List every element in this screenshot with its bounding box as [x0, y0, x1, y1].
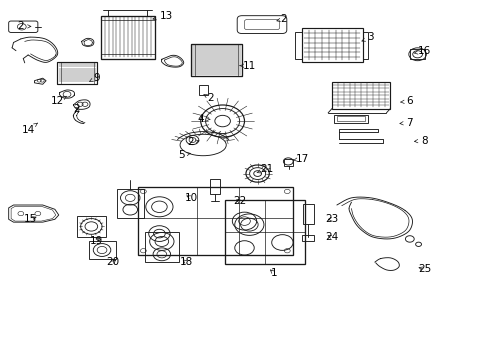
- Bar: [284, 158, 292, 166]
- Bar: [137, 187, 292, 255]
- Bar: [409, 49, 425, 59]
- Text: 21: 21: [256, 164, 272, 174]
- Bar: [294, 32, 301, 59]
- Text: 2: 2: [73, 104, 80, 113]
- Text: 12: 12: [51, 96, 66, 107]
- Text: 11: 11: [240, 61, 255, 71]
- Text: 19: 19: [89, 236, 102, 246]
- Bar: [199, 85, 207, 95]
- Bar: [117, 189, 143, 217]
- Text: 1: 1: [270, 268, 276, 278]
- Text: 15: 15: [24, 214, 37, 224]
- Text: 14: 14: [21, 123, 38, 135]
- Bar: [210, 179, 220, 194]
- Bar: [334, 115, 367, 123]
- Text: 2: 2: [276, 14, 286, 24]
- Bar: [301, 235, 313, 242]
- Text: 16: 16: [414, 46, 430, 57]
- Bar: [301, 28, 362, 62]
- Bar: [362, 32, 367, 59]
- Text: 17: 17: [293, 154, 309, 163]
- Text: 6: 6: [400, 96, 412, 107]
- Text: 5: 5: [178, 150, 190, 160]
- Bar: [224, 200, 305, 264]
- Text: 3: 3: [361, 32, 373, 42]
- Text: 24: 24: [325, 232, 338, 242]
- Text: 23: 23: [325, 214, 338, 224]
- Bar: [57, 62, 61, 84]
- Text: 25: 25: [417, 264, 430, 274]
- Bar: [57, 62, 97, 84]
- Text: 4: 4: [197, 114, 209, 124]
- Text: 7: 7: [399, 118, 412, 128]
- Text: 10: 10: [184, 193, 197, 203]
- Bar: [89, 241, 116, 259]
- Bar: [331, 82, 389, 109]
- Text: 2: 2: [18, 21, 31, 31]
- Text: 2: 2: [203, 93, 213, 103]
- Bar: [144, 232, 179, 262]
- Bar: [94, 62, 97, 84]
- Bar: [238, 44, 242, 76]
- Bar: [191, 44, 242, 76]
- Bar: [336, 116, 365, 121]
- Text: 13: 13: [153, 11, 173, 21]
- Text: 18: 18: [179, 257, 192, 267]
- Text: 9: 9: [89, 73, 100, 83]
- Text: 8: 8: [414, 136, 427, 146]
- Bar: [302, 204, 313, 224]
- Text: 2: 2: [187, 138, 199, 148]
- Bar: [191, 44, 195, 76]
- Text: 20: 20: [106, 257, 120, 267]
- Text: 22: 22: [233, 197, 246, 206]
- Bar: [101, 16, 154, 59]
- Bar: [77, 216, 106, 237]
